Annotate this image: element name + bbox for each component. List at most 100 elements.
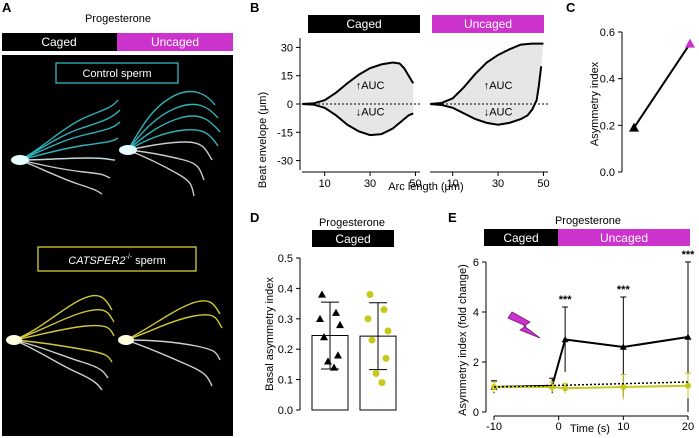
mutant-label-sup: -/- bbox=[126, 254, 133, 261]
d-point bbox=[320, 333, 328, 341]
d-point bbox=[336, 320, 344, 329]
b-header-uncaged-bar bbox=[432, 15, 544, 33]
d-point bbox=[318, 290, 326, 298]
b-header-caged-bar bbox=[308, 15, 420, 33]
panel-letter-e: E bbox=[448, 210, 457, 225]
control-sperm-right-head bbox=[119, 145, 137, 155]
b-header-uncaged: Uncaged bbox=[464, 17, 512, 31]
d-y-tick-label: 0.1 bbox=[278, 375, 293, 387]
panel-letter-b: B bbox=[250, 0, 259, 15]
d-y-tick-label: 0.0 bbox=[278, 405, 293, 417]
d-point bbox=[316, 314, 324, 322]
b-header-caged: Caged bbox=[346, 17, 381, 31]
e-x-tick-label: 0 bbox=[556, 421, 562, 433]
mutant-label: CATSPER2-/- sperm bbox=[68, 254, 166, 267]
d-y-tick-label: 0.4 bbox=[278, 283, 293, 295]
e-point bbox=[685, 382, 691, 389]
uncaged-bar-label: Uncaged bbox=[151, 35, 199, 49]
b-x-tick-label: 10 bbox=[319, 178, 331, 190]
b-x-tick-label: 10 bbox=[447, 178, 459, 190]
b-y-tick-label: 0 bbox=[287, 99, 293, 111]
c-point bbox=[629, 122, 639, 132]
c-ylabel: Asymmetry index bbox=[589, 61, 601, 146]
b-y-tick-label: 30 bbox=[281, 42, 293, 54]
d-header: Caged bbox=[335, 232, 370, 246]
d-point bbox=[368, 336, 376, 344]
d-point bbox=[382, 354, 390, 362]
control-sperm-left bbox=[19, 99, 121, 195]
b-auc-down-label: ↓AUC bbox=[484, 106, 513, 118]
c-y-tick-label: 0.0 bbox=[600, 167, 615, 179]
panel-letter-d: D bbox=[250, 210, 259, 225]
b-auc-up-label: ↑AUC bbox=[356, 80, 385, 92]
d-ylabel: Basal asymmetry index bbox=[264, 277, 276, 391]
e-point bbox=[620, 384, 627, 390]
e-y-tick-label: 2 bbox=[473, 357, 479, 369]
e-y-tick-label: 6 bbox=[473, 257, 479, 269]
asymmetry-index-chart: 0.0 0.2 0.4 0.6 bbox=[600, 27, 695, 179]
c-connect-line bbox=[633, 43, 691, 129]
mutant-label-box bbox=[37, 246, 197, 272]
control-sperm-right bbox=[127, 90, 221, 197]
control-label-box bbox=[55, 62, 179, 84]
control-sperm-left-head bbox=[11, 155, 29, 165]
e-significance-label: *** bbox=[559, 294, 573, 306]
b-x-tick-label: 30 bbox=[364, 178, 376, 190]
b-y-tick-label: -15 bbox=[277, 127, 293, 139]
e-point bbox=[684, 333, 692, 340]
b-auc-fill bbox=[302, 62, 414, 136]
d-point bbox=[332, 308, 340, 316]
b-upper-envelope bbox=[429, 42, 544, 105]
e-header-uncaged: Uncaged bbox=[600, 231, 648, 245]
caged-bar-label: Caged bbox=[41, 35, 76, 49]
lightning-icon bbox=[507, 311, 541, 339]
mutant-sperm-left-head bbox=[6, 335, 22, 345]
mutant-label-name: CATSPER2 bbox=[68, 255, 125, 267]
c-y-tick-label: 0.6 bbox=[600, 27, 615, 39]
e-x-tick-label: 20 bbox=[682, 421, 694, 433]
panel-letter-c: C bbox=[566, 0, 576, 15]
e-header-caged: Caged bbox=[503, 231, 538, 245]
b-x-tick-label: 50 bbox=[537, 178, 549, 190]
mutant-label-suffix: sperm bbox=[132, 255, 166, 267]
d-point bbox=[330, 363, 338, 371]
e-significance-label: *** bbox=[617, 284, 631, 296]
d-title: Progesterone bbox=[319, 217, 385, 229]
e-series-line bbox=[493, 381, 689, 388]
b-x-tick-label: 30 bbox=[492, 178, 504, 190]
d-point bbox=[334, 351, 342, 359]
b-lower-envelope bbox=[301, 103, 414, 137]
e-series-line bbox=[493, 336, 689, 388]
b-y-tick-label: -30 bbox=[277, 156, 293, 168]
panel-a-heading: Progesterone bbox=[85, 13, 151, 25]
d-y-tick-label: 0.5 bbox=[278, 253, 293, 265]
b-y-tick-label: 15 bbox=[281, 71, 293, 83]
e-y-tick-label: 0 bbox=[473, 407, 479, 419]
b-upper-envelope bbox=[301, 61, 415, 105]
caged-bar bbox=[2, 33, 117, 51]
d-point bbox=[380, 306, 388, 314]
e-point bbox=[619, 343, 627, 350]
d-y-tick-label: 0.3 bbox=[278, 314, 293, 326]
uncaged-bar bbox=[117, 33, 233, 51]
b-auc-up-label: ↑AUC bbox=[484, 80, 513, 92]
c-y-tick-label: 0.4 bbox=[600, 74, 615, 86]
d-point bbox=[378, 379, 386, 387]
b-lower-envelope bbox=[429, 66, 543, 126]
basal-asymmetry-chart: 0.0 0.1 0.2 0.3 0.4 0.5 bbox=[278, 253, 397, 417]
c-point bbox=[685, 38, 695, 48]
panel-letter-a: A bbox=[2, 0, 12, 15]
e-ylabel: Asymmetry index (fold change) bbox=[457, 264, 469, 416]
e-xlabel: Time (s) bbox=[570, 423, 610, 435]
microscopy-image bbox=[2, 55, 233, 436]
e-header-uncaged-bar bbox=[558, 229, 690, 246]
beat-envelope-chart: 30 15 0 -15 -30 10 30 50 ↑AUC ↓AUC 10 30 50 ↑AUC ↓AUC bbox=[277, 38, 550, 190]
mutant-sperm-left bbox=[13, 294, 115, 391]
d-point bbox=[364, 315, 372, 323]
d-point bbox=[384, 327, 392, 335]
e-y-tick-label: 4 bbox=[473, 307, 479, 319]
e-title: Progesterone bbox=[555, 215, 621, 227]
d-point bbox=[324, 357, 332, 365]
e-significance-label: *** bbox=[682, 249, 696, 261]
